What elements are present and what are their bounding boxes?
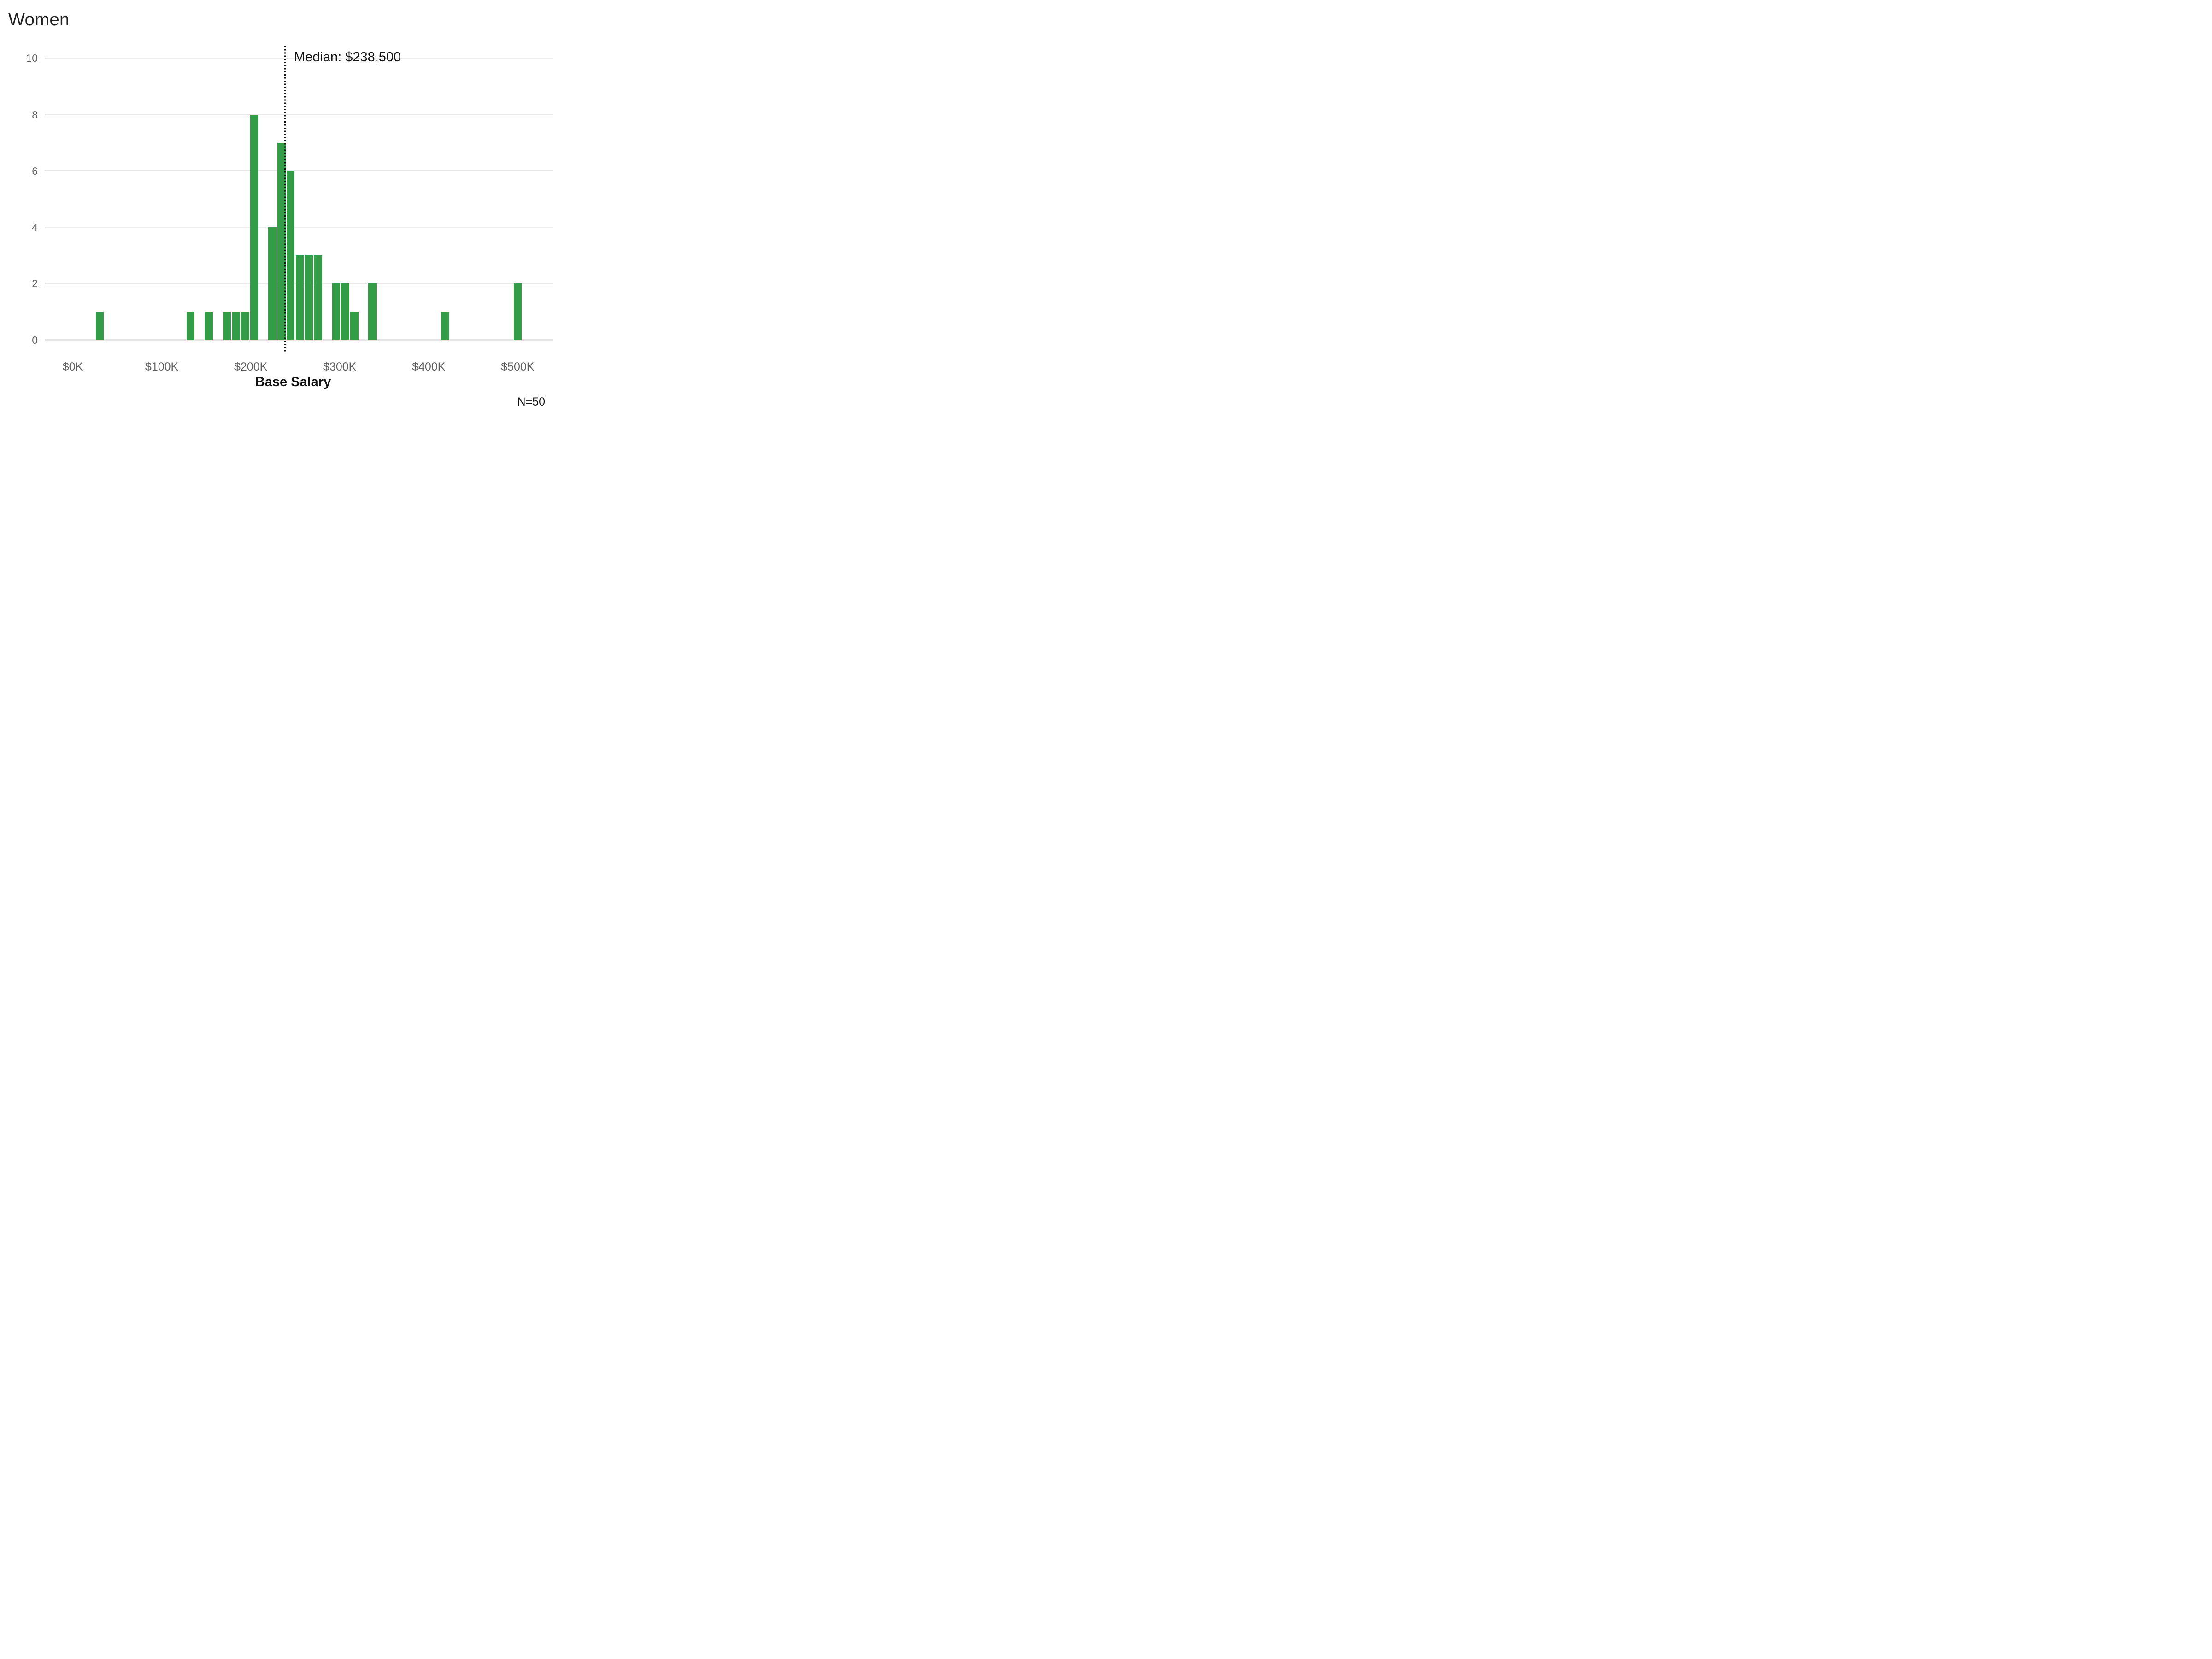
histogram-bar (95, 312, 104, 340)
gridline (45, 114, 553, 115)
sample-size-note: N=50 (517, 395, 545, 408)
histogram-bar (314, 255, 322, 340)
gridline (45, 226, 553, 228)
histogram-bar (250, 114, 259, 340)
x-axis-title: Base Salary (255, 375, 331, 389)
histogram-bar (441, 312, 449, 340)
histogram-bar (186, 312, 195, 340)
histogram-bar (205, 312, 213, 340)
histogram-bar (232, 312, 241, 340)
histogram-bar (305, 255, 313, 340)
histogram-bar (332, 283, 341, 340)
y-tick-label: 4 (32, 221, 38, 233)
histogram-bar (350, 312, 359, 340)
histogram-bar (513, 283, 522, 340)
y-tick-label: 0 (32, 334, 38, 346)
histogram-chart: Women 0 2 4 6 8 10 Median: $238,500 $0K $100K $… (0, 0, 553, 415)
gridline (45, 170, 553, 172)
y-tick-label: 10 (26, 52, 38, 65)
histogram-bar (341, 283, 349, 340)
gridline (45, 57, 553, 59)
histogram-bar (286, 171, 295, 340)
median-label: Median: $238,500 (294, 50, 401, 65)
x-tick-label: $0K (62, 360, 83, 373)
plot-area: 0 2 4 6 8 10 (0, 0, 553, 415)
x-tick-label: $100K (145, 360, 179, 373)
histogram-bar (268, 227, 276, 340)
x-tick-label: $300K (323, 360, 357, 373)
median-line (284, 46, 286, 352)
y-tick-label: 6 (32, 165, 38, 177)
x-tick-label: $400K (412, 360, 446, 373)
histogram-bar (223, 312, 231, 340)
histogram-bar (241, 312, 249, 340)
y-tick-label: 8 (32, 108, 38, 121)
histogram-bar (368, 283, 377, 340)
x-axis-line (45, 339, 553, 341)
x-tick-label: $200K (234, 360, 268, 373)
page-title: Women (8, 10, 70, 29)
x-tick-label: $500K (501, 360, 535, 373)
histogram-bar (277, 142, 286, 340)
histogram-bar (295, 255, 304, 340)
y-tick-label: 2 (32, 277, 38, 290)
